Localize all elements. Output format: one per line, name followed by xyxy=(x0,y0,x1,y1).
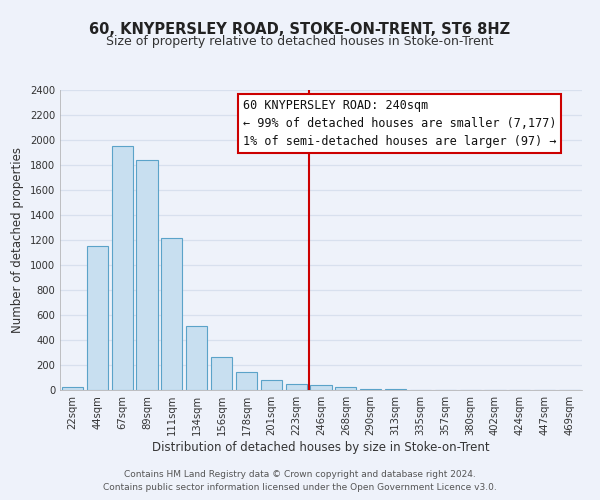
Bar xyxy=(186,326,207,390)
X-axis label: Distribution of detached houses by size in Stoke-on-Trent: Distribution of detached houses by size … xyxy=(152,441,490,454)
Bar xyxy=(136,160,158,390)
Bar xyxy=(286,384,307,390)
Bar xyxy=(335,387,356,390)
Text: 60, KNYPERSLEY ROAD, STOKE-ON-TRENT, ST6 8HZ: 60, KNYPERSLEY ROAD, STOKE-ON-TRENT, ST6… xyxy=(89,22,511,38)
Bar xyxy=(236,372,257,390)
Bar xyxy=(211,357,232,390)
Bar xyxy=(112,146,133,390)
Text: 60 KNYPERSLEY ROAD: 240sqm
← 99% of detached houses are smaller (7,177)
1% of se: 60 KNYPERSLEY ROAD: 240sqm ← 99% of deta… xyxy=(242,99,556,148)
Y-axis label: Number of detached properties: Number of detached properties xyxy=(11,147,25,333)
Bar xyxy=(161,238,182,390)
Bar xyxy=(360,389,381,390)
Bar xyxy=(87,246,108,390)
Bar xyxy=(62,387,83,390)
Bar xyxy=(261,380,282,390)
Bar xyxy=(310,385,332,390)
Text: Size of property relative to detached houses in Stoke-on-Trent: Size of property relative to detached ho… xyxy=(106,35,494,48)
Text: Contains HM Land Registry data © Crown copyright and database right 2024.
Contai: Contains HM Land Registry data © Crown c… xyxy=(103,470,497,492)
